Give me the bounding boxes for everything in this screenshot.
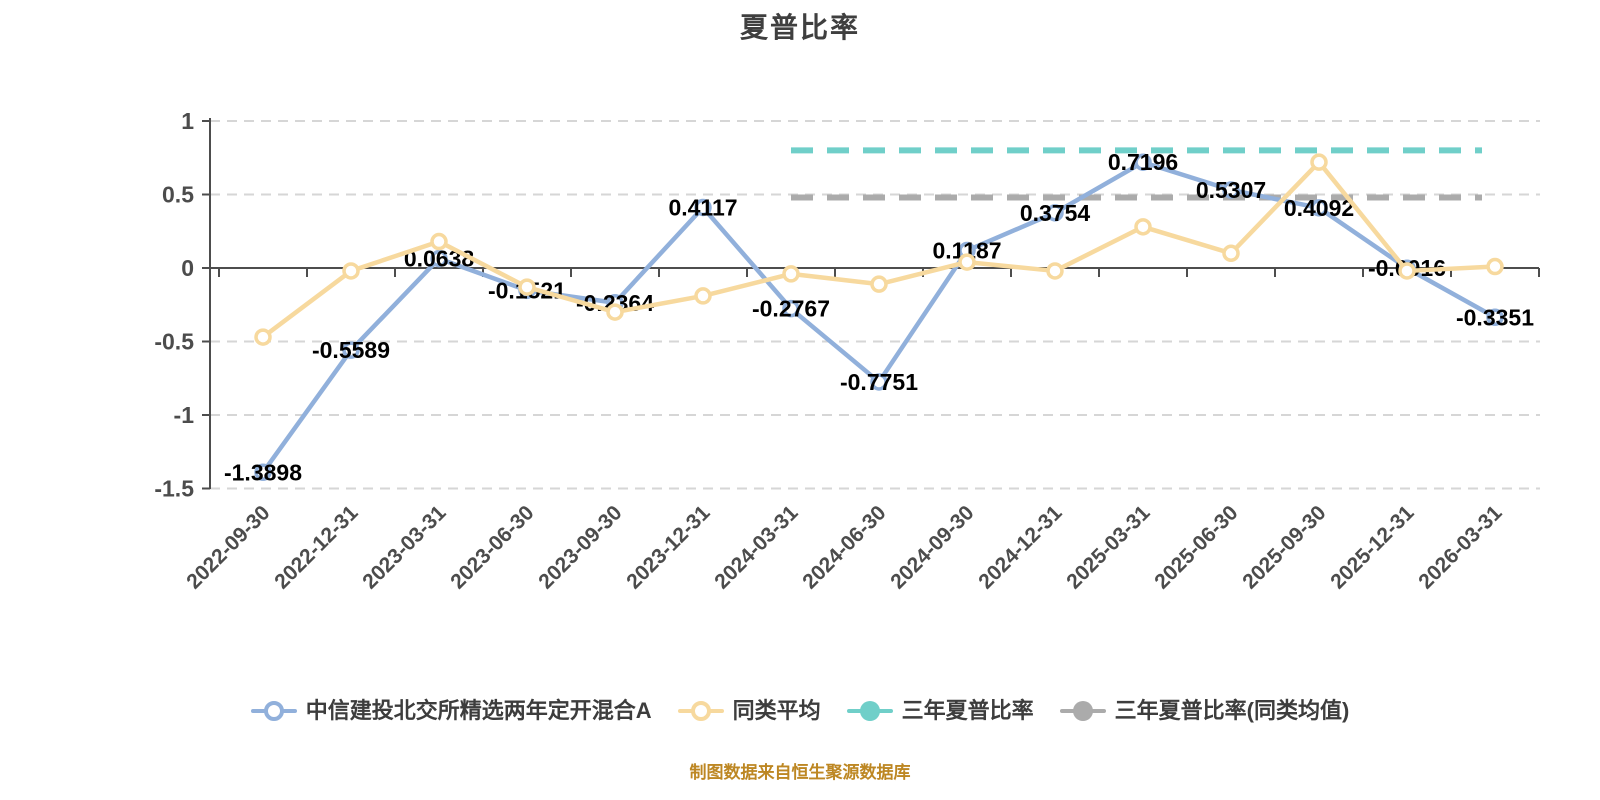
svg-text:2022-12-31: 2022-12-31 xyxy=(270,501,362,593)
peer-line-marker-icon xyxy=(677,700,724,722)
svg-text:0.4092: 0.4092 xyxy=(1284,195,1354,221)
svg-text:0.5307: 0.5307 xyxy=(1196,177,1266,203)
legend-item-three-year-sharpe-peer[interactable]: 三年夏普比率(同类均值) xyxy=(1059,698,1350,723)
svg-text:2025-12-31: 2025-12-31 xyxy=(1326,501,1418,593)
data-source-note: 制图数据来自恒生聚源数据库 xyxy=(689,763,911,782)
svg-text:0.7196: 0.7196 xyxy=(1108,149,1178,175)
legend-item-label: 同类平均 xyxy=(732,698,821,723)
svg-text:-0.5589: -0.5589 xyxy=(312,337,390,363)
legend: 中信建投北交所精选两年定开混合A 同类平均 三年夏普比率 三年夏普比率(同类均值… xyxy=(0,700,1600,722)
svg-text:2023-12-31: 2023-12-31 xyxy=(622,501,714,593)
svg-text:2025-03-31: 2025-03-31 xyxy=(1062,501,1154,593)
fund-line-marker-icon xyxy=(250,700,297,722)
three-year-sharpe-peer-marker-icon xyxy=(1059,700,1106,722)
svg-text:0.4117: 0.4117 xyxy=(668,194,737,220)
svg-text:-1.5: -1.5 xyxy=(154,476,194,502)
svg-text:2024-06-30: 2024-06-30 xyxy=(798,501,890,593)
svg-text:2024-03-31: 2024-03-31 xyxy=(710,501,802,593)
legend-item-fund[interactable]: 中信建投北交所精选两年定开混合A xyxy=(250,698,652,723)
legend-item-label: 三年夏普比率 xyxy=(901,698,1034,723)
svg-text:0: 0 xyxy=(181,255,194,281)
chart-title: 夏普比率 xyxy=(739,12,860,43)
svg-text:-0.5: -0.5 xyxy=(154,329,194,355)
svg-text:2024-12-31: 2024-12-31 xyxy=(974,501,1066,593)
legend-item-peer-average[interactable]: 同类平均 xyxy=(677,698,821,723)
legend-item-label: 三年夏普比率(同类均值) xyxy=(1114,698,1350,723)
svg-text:-1: -1 xyxy=(174,402,195,428)
svg-text:2024-09-30: 2024-09-30 xyxy=(886,501,978,593)
svg-text:2025-06-30: 2025-06-30 xyxy=(1150,501,1242,593)
legend-item-label: 中信建投北交所精选两年定开混合A xyxy=(305,698,652,723)
three-year-sharpe-marker-icon xyxy=(846,700,893,722)
svg-text:-0.3351: -0.3351 xyxy=(1456,304,1534,330)
legend-item-three-year-sharpe[interactable]: 三年夏普比率 xyxy=(846,698,1034,723)
svg-text:-1.3898: -1.3898 xyxy=(224,459,302,485)
svg-text:0.3754: 0.3754 xyxy=(1020,200,1091,226)
svg-text:2023-03-31: 2023-03-31 xyxy=(358,501,450,593)
svg-text:-0.2767: -0.2767 xyxy=(752,296,830,322)
svg-text:0.5: 0.5 xyxy=(162,182,194,208)
svg-text:2023-06-30: 2023-06-30 xyxy=(446,501,538,593)
svg-text:1: 1 xyxy=(181,108,194,134)
svg-text:2022-09-30: 2022-09-30 xyxy=(182,501,274,593)
svg-text:2023-09-30: 2023-09-30 xyxy=(534,501,626,593)
svg-text:2026-03-31: 2026-03-31 xyxy=(1414,501,1506,593)
svg-text:-0.7751: -0.7751 xyxy=(840,369,918,395)
svg-text:2025-09-30: 2025-09-30 xyxy=(1238,501,1330,593)
